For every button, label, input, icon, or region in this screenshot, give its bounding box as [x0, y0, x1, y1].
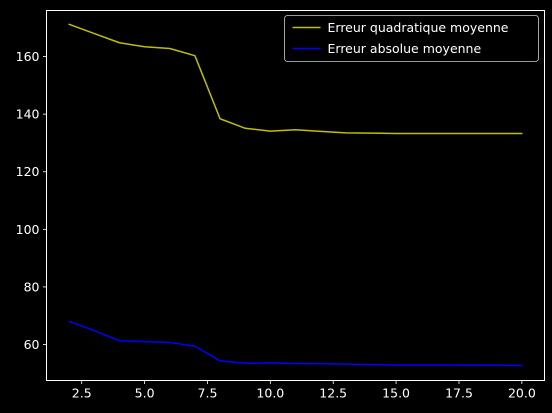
axes-frame — [46, 10, 545, 381]
legend-label-2: Erreur absolue moyenne — [328, 41, 482, 56]
y-tick-label: 80 — [24, 279, 40, 294]
x-tick-label: 7.5 — [198, 386, 218, 401]
series-layer — [68, 23, 523, 367]
y-tick-label: 160 — [16, 49, 40, 64]
y-tick-label: 120 — [16, 164, 40, 179]
legend: Erreur quadratique moyenne Erreur absolue… — [284, 15, 539, 62]
x-tick-label: 10.0 — [256, 386, 284, 401]
x-tick-label: 20.0 — [508, 386, 536, 401]
legend-label-1: Erreur quadratique moyenne — [328, 20, 509, 35]
series-line-2 — [68, 320, 523, 367]
y-axis: 60 80 100 120 140 160 — [16, 49, 47, 352]
legend-box — [284, 15, 539, 62]
y-tick-label: 100 — [16, 222, 40, 237]
x-tick-label: 15.0 — [382, 386, 410, 401]
y-tick-label: 60 — [24, 337, 40, 352]
x-tick-label: 12.5 — [319, 386, 347, 401]
x-tick-label: 5.0 — [135, 386, 155, 401]
y-tick-label: 140 — [16, 107, 40, 122]
x-axis: 2.5 5.0 7.5 10.0 12.5 15.0 17.5 20.0 — [72, 380, 536, 401]
series-line-1 — [68, 23, 523, 135]
x-tick-label: 17.5 — [445, 386, 473, 401]
x-tick-label: 2.5 — [72, 386, 92, 401]
